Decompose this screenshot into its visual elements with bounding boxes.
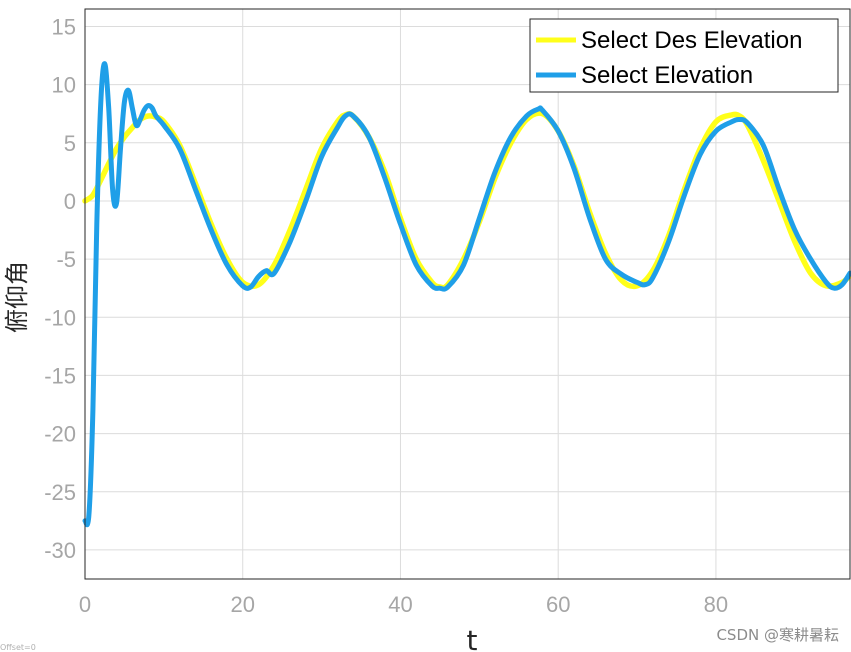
- y-tick-label: 15: [52, 14, 76, 39]
- y-tick-label: 10: [52, 73, 76, 98]
- y-tick-label: -15: [44, 363, 76, 388]
- legend-label: Select Des Elevation: [581, 27, 802, 54]
- x-axis-title: t: [467, 624, 478, 652]
- x-tick-label: 20: [230, 592, 254, 617]
- x-tick-label: 0: [79, 592, 91, 617]
- watermark-text: CSDN @寒耕暑耘: [716, 626, 839, 644]
- grid-lines: [84, 9, 850, 579]
- legend-label: Select Elevation: [581, 62, 753, 89]
- series-lines: [82, 61, 851, 528]
- y-tick-label: -10: [44, 305, 76, 330]
- x-tick-label: 60: [546, 592, 570, 617]
- offset-note: Offset=0: [0, 643, 36, 652]
- y-tick-label: -5: [56, 247, 76, 272]
- y-tick-label: -30: [44, 538, 76, 563]
- legend-box: [529, 18, 839, 93]
- y-tick-label: 5: [64, 131, 76, 156]
- y-tick-label: -20: [44, 422, 76, 447]
- y-tick-label: -25: [44, 480, 76, 505]
- x-tick-label: 80: [704, 592, 728, 617]
- plot-area: [85, 9, 850, 579]
- tick-labels: 0 20 40 60 80 15 10 5 0 -5 -10 -15 -20 -25 -30: [44, 14, 728, 617]
- y-tick-label: 0: [64, 189, 76, 214]
- legend: Select Des Elevation Select Elevation: [529, 18, 839, 93]
- series-line-1: [82, 61, 851, 528]
- plot-frame: [84, 8, 851, 580]
- y-axis-title: 俯仰角: [3, 261, 31, 333]
- x-tick-label: 40: [388, 592, 412, 617]
